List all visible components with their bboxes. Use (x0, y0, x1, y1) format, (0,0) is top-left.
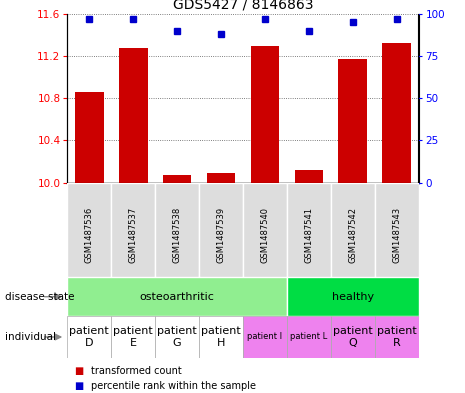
Bar (287, 277, 418, 316)
Bar (251, 46, 279, 183)
Bar (67, 183, 111, 277)
Title: GDS5427 / 8146863: GDS5427 / 8146863 (173, 0, 313, 11)
Bar (382, 43, 411, 183)
Text: disease state: disease state (5, 292, 74, 302)
Text: GSM1487542: GSM1487542 (348, 207, 357, 263)
Text: individual: individual (5, 332, 56, 342)
Text: GSM1487541: GSM1487541 (304, 207, 313, 263)
Bar (75, 92, 104, 183)
Text: GSM1487540: GSM1487540 (260, 207, 269, 263)
Bar (339, 59, 367, 183)
Text: healthy: healthy (332, 292, 374, 302)
Bar (155, 316, 199, 358)
Bar (243, 183, 287, 277)
Text: patient
E: patient E (113, 326, 153, 348)
Text: ■: ■ (74, 381, 84, 391)
Bar (331, 316, 375, 358)
Bar (331, 183, 375, 277)
Bar (163, 175, 192, 183)
Bar (375, 316, 418, 358)
Bar (199, 183, 243, 277)
Bar (375, 183, 418, 277)
Text: patient
D: patient D (69, 326, 109, 348)
Text: ■: ■ (74, 366, 84, 376)
Text: patient L: patient L (290, 332, 327, 342)
Text: patient
R: patient R (377, 326, 417, 348)
Text: GSM1487538: GSM1487538 (173, 207, 182, 263)
Text: transformed count: transformed count (91, 366, 181, 376)
Bar (287, 316, 331, 358)
Bar (199, 316, 243, 358)
Text: patient
G: patient G (157, 326, 197, 348)
Bar (243, 316, 287, 358)
Text: GSM1487537: GSM1487537 (129, 207, 138, 263)
Text: GSM1487543: GSM1487543 (392, 207, 401, 263)
Text: patient
H: patient H (201, 326, 241, 348)
Text: percentile rank within the sample: percentile rank within the sample (91, 381, 256, 391)
Text: GSM1487539: GSM1487539 (217, 207, 226, 263)
Bar (119, 48, 147, 183)
Bar (67, 277, 287, 316)
Bar (67, 316, 111, 358)
Bar (111, 316, 155, 358)
Bar (111, 183, 155, 277)
Text: GSM1487536: GSM1487536 (85, 207, 94, 263)
Text: patient I: patient I (247, 332, 282, 342)
Bar (207, 173, 235, 183)
Bar (294, 170, 323, 183)
Text: patient
Q: patient Q (333, 326, 372, 348)
Bar (155, 183, 199, 277)
Bar (287, 183, 331, 277)
Text: osteoarthritic: osteoarthritic (140, 292, 214, 302)
